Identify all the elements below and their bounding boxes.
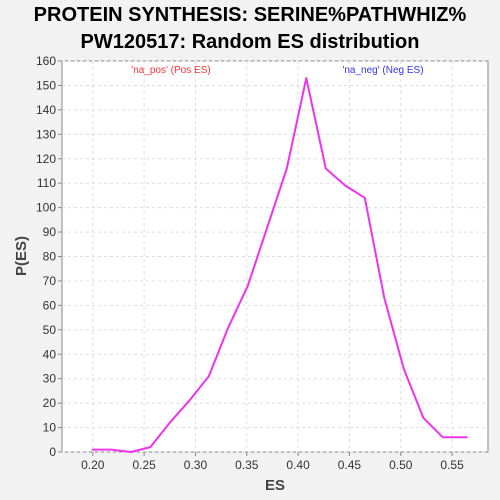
y-tick-label: 20 <box>43 396 57 410</box>
x-tick-label: 0.50 <box>389 458 413 472</box>
y-tick-label: 130 <box>36 127 56 141</box>
y-tick-label: 120 <box>36 152 56 166</box>
y-tick-label: 0 <box>49 445 56 459</box>
legend-item: 'na_pos' (Pos ES) <box>131 65 210 76</box>
legend-item: 'na_neg' (Neg ES) <box>342 65 423 76</box>
x-tick-label: 0.40 <box>286 458 310 472</box>
x-tick-label: 0.35 <box>235 458 259 472</box>
x-tick-label: 0.45 <box>338 458 362 472</box>
y-tick-label: 10 <box>43 421 57 435</box>
y-tick-label: 140 <box>36 103 56 117</box>
y-tick-label: 60 <box>43 298 57 312</box>
x-tick-label: 0.30 <box>184 458 208 472</box>
y-axis-label: P(ES) <box>13 236 30 276</box>
x-tick-label: 0.55 <box>440 458 464 472</box>
y-tick-label: 160 <box>36 54 56 68</box>
y-tick-label: 50 <box>43 323 57 337</box>
y-tick-label: 30 <box>43 372 57 386</box>
x-axis-label: ES <box>265 477 285 494</box>
y-tick-label: 90 <box>43 225 57 239</box>
y-tick-label: 40 <box>43 347 57 361</box>
y-tick-label: 80 <box>43 250 57 264</box>
x-tick-label: 0.25 <box>132 458 156 472</box>
y-tick-label: 110 <box>37 176 56 190</box>
x-tick-label: 0.20 <box>81 458 105 472</box>
y-tick-label: 70 <box>43 274 57 288</box>
y-tick-label: 100 <box>36 201 56 215</box>
y-tick-label: 150 <box>36 78 56 92</box>
